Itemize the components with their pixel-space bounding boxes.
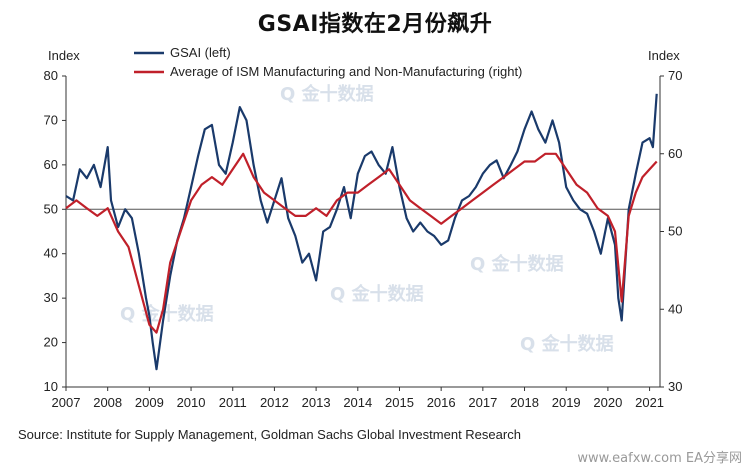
watermark-text: Q 金十数据 [520,333,614,355]
series-group [65,93,658,371]
right-tick-label: 30 [668,379,682,394]
x-tick-label: 2009 [135,395,164,410]
right-tick-label: 60 [668,146,682,161]
left-tick-label: 10 [44,379,58,394]
x-tick-label: 2013 [302,395,331,410]
watermark-text: Q 金十数据 [280,83,374,105]
left-tick-label: 60 [44,157,58,172]
watermark-text: Q 金十数据 [120,303,214,325]
x-tick-label: 2011 [219,395,247,410]
right-tick-label: 40 [668,301,682,316]
left-tick-label: 50 [44,201,58,216]
series-line-gsai [65,93,658,371]
legend-label-ism-average: Average of ISM Manufacturing and Non-Man… [170,64,522,79]
left-tick-label: 70 [44,112,58,127]
left-tick-label: 40 [44,246,58,261]
x-tick-label: 2021 [635,395,664,410]
x-tick-label: 2020 [593,395,622,410]
x-tick-label: 2007 [52,395,81,410]
legend: GSAI (left) Average of ISM Manufacturing … [134,45,522,79]
right-axis-title: Index [648,48,680,63]
series-line-ism-average [65,152,658,334]
x-tick-label: 2018 [510,395,539,410]
x-tick-label: 2015 [385,395,414,410]
x-tick-label: 2008 [93,395,122,410]
left-axis-title: Index [48,48,80,63]
site-footer: www.eafxw.com EA分享网 [577,451,742,466]
x-tick-label: 2016 [427,395,456,410]
chart-title: GSAI指数在2月份飙升 [257,12,493,37]
x-tick-label: 2014 [343,395,372,410]
left-tick-label: 80 [44,68,58,83]
x-tick-label: 2012 [260,395,289,410]
source-note: Source: Institute for Supply Management,… [18,427,521,442]
x-tick-label: 2010 [177,395,206,410]
left-tick-label: 20 [44,335,58,350]
x-tick-label: 2019 [552,395,581,410]
watermark-text: Q 金十数据 [330,283,424,305]
x-tick-label: 2017 [468,395,497,410]
legend-label-gsai: GSAI (left) [170,45,231,60]
right-tick-label: 70 [668,68,682,83]
watermark-text: Q 金十数据 [470,253,564,275]
watermark-group: Q 金十数据 Q 金十数据 Q 金十数据 Q 金十数据 Q 金十数据 [120,83,614,355]
axes-group: 10 20 30 40 50 60 70 80 30 40 50 60 70 2007 2008 2009 20… [44,48,683,410]
left-tick-label: 30 [44,290,58,305]
right-tick-label: 50 [668,224,682,239]
